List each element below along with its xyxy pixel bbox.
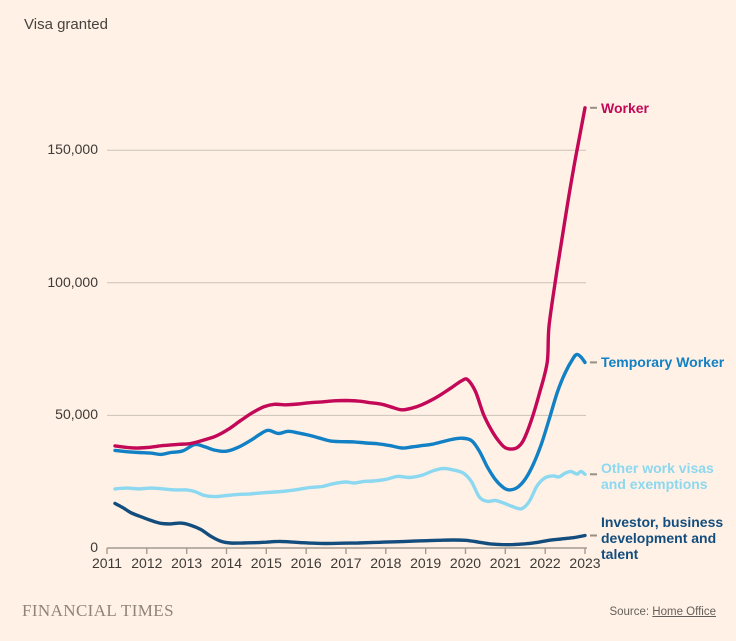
source-prefix: Source: xyxy=(609,606,653,618)
x-tick-label: 2022 xyxy=(529,555,561,571)
series-line-worker xyxy=(113,106,587,451)
series-label-investor-business-development-and-talent: Investor, business development and talent xyxy=(601,513,724,562)
series-line-temporary-worker xyxy=(113,352,587,492)
x-tick-label: 2020 xyxy=(449,555,482,571)
x-tick-label: 2015 xyxy=(250,555,282,571)
x-tick-label: 2019 xyxy=(410,555,442,571)
series-line-investor-business-development-and-talent xyxy=(113,501,587,547)
series-label-other-work-visas-and-exemptions: Other work visas and exemptions xyxy=(601,460,714,493)
series-line-other-work-visas-and-exemptions xyxy=(113,466,587,511)
chart-title: Visa granted xyxy=(24,16,108,33)
x-tick-label: 2012 xyxy=(131,555,163,571)
source-note: Source: Home Office xyxy=(609,606,716,618)
series-label-temporary-worker: Temporary Worker xyxy=(601,354,725,371)
y-tick-label: 150,000 xyxy=(47,141,98,158)
x-tick-label: 2017 xyxy=(330,555,362,571)
y-tick-label: 50,000 xyxy=(55,406,98,423)
x-tick-label: 2018 xyxy=(370,555,402,571)
y-tick-label: 0 xyxy=(90,539,98,555)
source-link[interactable]: Home Office xyxy=(652,606,716,618)
x-tick-label: 2016 xyxy=(290,555,322,571)
series-label-worker: Worker xyxy=(601,99,649,116)
ft-logo: FINANCIAL TIMES xyxy=(22,601,174,620)
x-tick-label: 2013 xyxy=(171,555,203,571)
x-tick-label: 2011 xyxy=(91,555,123,571)
x-tick-label: 2023 xyxy=(569,555,601,571)
x-tick-label: 2014 xyxy=(210,555,243,571)
y-tick-label: 100,000 xyxy=(47,273,98,290)
x-tick-label: 2021 xyxy=(489,555,521,571)
